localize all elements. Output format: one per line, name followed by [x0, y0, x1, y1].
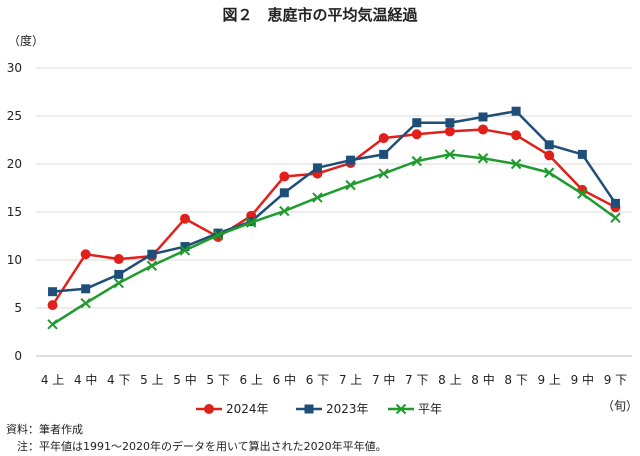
- data-point: [544, 150, 555, 161]
- footnote: 注：平年値は1991～2020年のデータを用いて算出された2020年平年値。: [6, 440, 387, 453]
- grid: [36, 67, 632, 357]
- data-point: [47, 300, 58, 311]
- series-line: [52, 109, 617, 293]
- x-tick-label: 7 上: [339, 373, 362, 387]
- data-point: [180, 213, 190, 224]
- x-tick-label: 9 上: [537, 373, 560, 387]
- x-tick-label: 4 中: [74, 372, 97, 387]
- data-point: [179, 245, 191, 256]
- legend-swatch-marker: [204, 404, 214, 414]
- x-tick-label: 6 中: [273, 372, 296, 387]
- x-axis-unit: （旬）: [602, 399, 638, 413]
- legend-item-1: 2023年: [296, 402, 369, 416]
- x-tick-label: 5 上: [140, 373, 163, 387]
- series-group: [47, 106, 621, 330]
- y-axis-unit: （度）: [8, 33, 44, 48]
- data-point: [378, 133, 389, 144]
- data-point: [378, 168, 389, 179]
- data-point: [379, 149, 389, 159]
- data-point: [212, 229, 224, 241]
- data-point: [346, 155, 356, 165]
- data-point: [577, 188, 588, 199]
- y-tick-label: 20: [7, 157, 22, 171]
- data-point: [478, 112, 488, 122]
- series-2: [47, 149, 621, 330]
- data-point: [544, 140, 554, 150]
- data-point: [444, 126, 455, 137]
- data-point: [213, 228, 223, 238]
- data-point: [477, 153, 489, 164]
- legend-label: 2023年: [326, 402, 369, 416]
- y-tick-label: 10: [7, 253, 22, 267]
- data-point: [279, 188, 289, 198]
- y-tick-label: 5: [14, 301, 22, 315]
- x-tick-label: 4 下: [107, 373, 130, 387]
- data-point: [312, 192, 323, 203]
- series-line: [51, 128, 617, 306]
- x-tick-label: 5 中: [173, 372, 196, 387]
- data-point: [610, 198, 620, 208]
- legend-label: 平年: [418, 402, 442, 416]
- x-tick-label: 8 中: [471, 372, 494, 387]
- x-tick-label: 8 上: [438, 373, 461, 387]
- source-note: 資料：筆者作成: [6, 423, 83, 436]
- data-point: [279, 171, 290, 182]
- data-point: [478, 124, 488, 135]
- data-point: [544, 167, 555, 178]
- data-point: [246, 217, 257, 228]
- x-tick-label: 7 下: [405, 373, 428, 387]
- data-point: [511, 130, 522, 141]
- data-point: [113, 277, 124, 289]
- data-point: [146, 260, 158, 271]
- data-point: [411, 155, 422, 167]
- y-tick-label: 15: [7, 205, 22, 219]
- series-line: [51, 153, 617, 326]
- data-point: [510, 158, 522, 170]
- legend-swatch-marker: [304, 404, 314, 414]
- data-point: [577, 149, 587, 159]
- chart-title: 図２ 恵庭市の平均気温経過: [222, 6, 418, 24]
- data-point: [80, 297, 91, 309]
- x-tick-label: 6 上: [239, 373, 262, 387]
- data-point: [610, 212, 621, 223]
- x-tick-label: 8 下: [504, 373, 527, 387]
- legend-label: 2024年: [226, 402, 269, 416]
- series-1: [48, 106, 620, 297]
- x-tick-label: 9 下: [604, 373, 627, 387]
- x-tick-label: 4 上: [41, 373, 64, 387]
- y-tick-label: 25: [7, 109, 22, 123]
- data-point: [47, 319, 58, 330]
- data-point: [444, 149, 456, 160]
- data-point: [81, 284, 91, 294]
- legend-item-0: 2024年: [196, 402, 269, 416]
- data-point: [180, 242, 190, 252]
- x-tick-label: 6 下: [306, 373, 329, 387]
- y-ticks: 0 5 10 15 20 25 30: [7, 61, 22, 363]
- data-point: [48, 287, 58, 297]
- legend-swatch-marker: [395, 403, 407, 415]
- data-point: [345, 179, 356, 191]
- legend-item-2: 平年: [388, 402, 442, 416]
- data-point: [147, 249, 157, 259]
- data-point: [511, 106, 521, 116]
- x-tick-label: 9 中: [571, 372, 594, 387]
- series-0: [47, 124, 621, 311]
- data-point: [445, 118, 455, 128]
- legend: 2024年 2023年 平年: [196, 402, 442, 416]
- data-point: [80, 249, 91, 260]
- data-point: [312, 163, 322, 173]
- data-point: [279, 205, 290, 217]
- x-ticks: 4 上 4 中 4 下 5 上 5 中 5 下 6 上 6 中 6 下 7 上 7 中 7 下 8 上 8…: [41, 372, 627, 387]
- y-tick-label: 0: [14, 349, 22, 363]
- y-tick-label: 30: [7, 61, 22, 75]
- data-point: [114, 269, 124, 279]
- x-tick-label: 5 下: [206, 373, 229, 387]
- data-point: [113, 254, 124, 265]
- data-point: [412, 118, 422, 128]
- x-tick-label: 7 中: [372, 372, 395, 387]
- data-point: [411, 129, 422, 140]
